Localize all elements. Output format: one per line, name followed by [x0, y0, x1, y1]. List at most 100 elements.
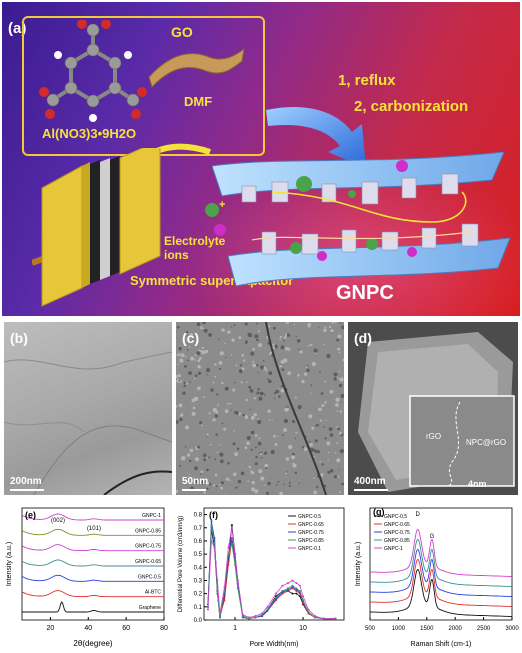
speckle-dot [259, 452, 263, 456]
speckle-dot [275, 389, 280, 394]
data-point [236, 587, 239, 590]
speckle-dot [285, 322, 287, 324]
speckle-dot [178, 380, 181, 382]
speckle-dot [218, 361, 223, 365]
speckle-dot [328, 427, 333, 431]
speckle-dot [275, 483, 278, 486]
speckle-dot [200, 473, 202, 475]
speckle-dot [313, 348, 318, 353]
speckle-dot [314, 449, 318, 453]
speckle-dot [254, 446, 257, 449]
speckle-dot [272, 346, 275, 349]
speckle-dot [340, 393, 344, 398]
pore-chart-svg: 0.0 0.1 0.2 0.3 0.4 0.5 0.6 0.7 0.8 1 10 Pore Width… [178, 507, 345, 648]
speckle-dot [329, 433, 334, 437]
speckle-dot [260, 365, 265, 370]
speckle-dot [339, 410, 342, 413]
speckle-dot [217, 403, 220, 405]
speckle-dot [230, 326, 233, 328]
speckle-dot [288, 444, 293, 450]
data-point [218, 612, 221, 615]
speckle-dot [338, 383, 343, 388]
speckle-dot [334, 452, 337, 454]
supercapacitor-icon [32, 148, 161, 307]
speckle-dot [223, 427, 227, 431]
speckle-dot [272, 343, 275, 346]
speckle-dot [247, 332, 249, 335]
speckle-dot [307, 344, 310, 347]
series-line [22, 601, 164, 613]
speckle-dot [197, 365, 201, 369]
speckle-dot [327, 451, 330, 454]
speckle-dot [202, 322, 206, 325]
speckle-dot [304, 446, 307, 449]
speckle-dot [238, 336, 242, 339]
speckle-dot [177, 325, 180, 329]
speckle-dot [176, 405, 178, 408]
speckle-dot [279, 364, 282, 368]
data-point [213, 542, 216, 545]
data-point [286, 587, 289, 590]
data-point [213, 546, 216, 549]
y-tick-label: 0.8 [194, 513, 203, 519]
tube-line [265, 322, 327, 495]
speckle-dot [184, 446, 187, 448]
speckle-dot [274, 344, 277, 347]
speckle-dot [201, 350, 206, 355]
data-point [266, 605, 269, 608]
speckle-dot [189, 333, 194, 337]
speckle-dot [205, 481, 210, 486]
x-tick-label: 40 [84, 625, 92, 632]
speckle-dot [258, 330, 260, 332]
pore-chart: 0.0 0.1 0.2 0.3 0.4 0.5 0.6 0.7 0.8 1 10 Pore Width… [176, 500, 350, 650]
data-point [302, 595, 305, 598]
speckle-dot [340, 401, 342, 403]
speckle-dot [212, 381, 215, 384]
speckle-dot [201, 480, 206, 485]
speckle-dot [288, 481, 291, 484]
legend-label: GNPC-0.5 [298, 514, 321, 520]
speckle-dot [338, 351, 341, 354]
speckle-dot [321, 404, 325, 407]
speckle-dot [227, 330, 231, 334]
speckle-dot [285, 472, 288, 475]
speckle-dot [197, 445, 200, 449]
series-line [21, 590, 164, 598]
speckle-dot [339, 322, 342, 324]
speckle-dot [250, 415, 255, 420]
speckle-dot [220, 486, 223, 490]
speckle-dot [297, 376, 299, 378]
speckle-dot [248, 385, 252, 389]
speckle-dot [183, 381, 186, 385]
y-tick-label: 0.2 [194, 592, 203, 598]
speckle-dot [234, 381, 236, 384]
plot-frame [203, 507, 345, 621]
speckle-dot [208, 333, 212, 337]
x-tick-label: 500 [365, 626, 376, 632]
speckle-dot [291, 419, 296, 424]
x-tick-label: 2500 [477, 626, 491, 632]
speckle-dot [257, 418, 260, 420]
x-tick-label: 2000 [449, 626, 463, 632]
speckle-dot [249, 416, 251, 418]
data-point [274, 596, 277, 599]
speckle-dot [188, 459, 192, 463]
speckle-dot [306, 368, 310, 372]
annotation-label: G [430, 534, 435, 540]
speckle-dot [274, 443, 278, 446]
speckle-dot [271, 419, 273, 421]
series-label: GNPC-1 [142, 513, 161, 519]
speckle-dot [283, 358, 288, 363]
speckle-dot [279, 346, 281, 348]
speckle-dot [206, 468, 209, 472]
speckle-dot [190, 356, 195, 361]
data-point [230, 537, 233, 540]
speckle-dot [277, 435, 279, 437]
speckle-dot [319, 460, 322, 463]
x-axis-label: Raman Shift (cm-1) [411, 641, 472, 648]
speckle-dot [320, 473, 324, 477]
panel-label-d: (d) [354, 330, 372, 346]
y-tick-label: 0.6 [194, 539, 203, 545]
speckle-dot [291, 455, 295, 460]
speckle-dot [217, 404, 219, 407]
